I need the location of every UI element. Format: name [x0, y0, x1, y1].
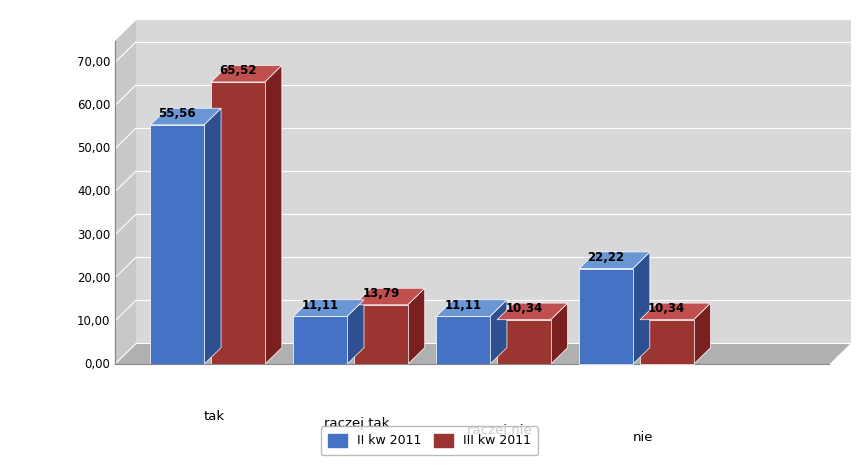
Polygon shape — [211, 82, 265, 364]
Polygon shape — [490, 300, 507, 364]
Text: 10,00: 10,00 — [77, 315, 111, 328]
Polygon shape — [150, 125, 204, 364]
Text: raczej nie: raczej nie — [467, 424, 533, 437]
Text: 13,79: 13,79 — [362, 287, 399, 300]
Polygon shape — [115, 20, 136, 364]
Text: 65,52: 65,52 — [219, 64, 257, 78]
Text: 55,56: 55,56 — [158, 107, 196, 120]
Text: 11,11: 11,11 — [445, 299, 482, 312]
Text: tak: tak — [204, 410, 224, 423]
Polygon shape — [354, 288, 424, 305]
Text: 70,00: 70,00 — [77, 56, 111, 69]
Polygon shape — [693, 303, 710, 364]
Polygon shape — [497, 303, 568, 320]
Polygon shape — [408, 288, 424, 364]
Polygon shape — [633, 252, 649, 364]
Polygon shape — [436, 300, 507, 316]
Text: nie: nie — [632, 431, 653, 444]
Polygon shape — [579, 252, 649, 268]
Polygon shape — [497, 320, 551, 364]
Polygon shape — [354, 305, 408, 364]
Polygon shape — [347, 300, 364, 364]
Text: 0,00: 0,00 — [85, 358, 111, 371]
Polygon shape — [579, 268, 633, 364]
Text: 11,11: 11,11 — [302, 299, 338, 312]
Text: 50,00: 50,00 — [77, 142, 111, 155]
Text: raczej tak: raczej tak — [324, 417, 390, 431]
Polygon shape — [150, 108, 221, 125]
Text: 40,00: 40,00 — [77, 185, 111, 198]
Polygon shape — [211, 65, 282, 82]
Text: 30,00: 30,00 — [77, 228, 111, 242]
Text: 60,00: 60,00 — [77, 99, 111, 112]
Text: 20,00: 20,00 — [77, 272, 111, 285]
Polygon shape — [436, 316, 490, 364]
Polygon shape — [551, 303, 568, 364]
Polygon shape — [136, 20, 850, 344]
Legend: II kw 2011, III kw 2011: II kw 2011, III kw 2011 — [320, 426, 539, 455]
Polygon shape — [640, 303, 710, 320]
Polygon shape — [294, 300, 364, 316]
Polygon shape — [294, 316, 347, 364]
Polygon shape — [265, 65, 282, 364]
Polygon shape — [115, 344, 850, 364]
Polygon shape — [640, 320, 693, 364]
Text: 10,34: 10,34 — [649, 302, 685, 315]
Text: 10,34: 10,34 — [505, 302, 543, 315]
Polygon shape — [204, 108, 221, 364]
Text: 22,22: 22,22 — [588, 251, 624, 264]
